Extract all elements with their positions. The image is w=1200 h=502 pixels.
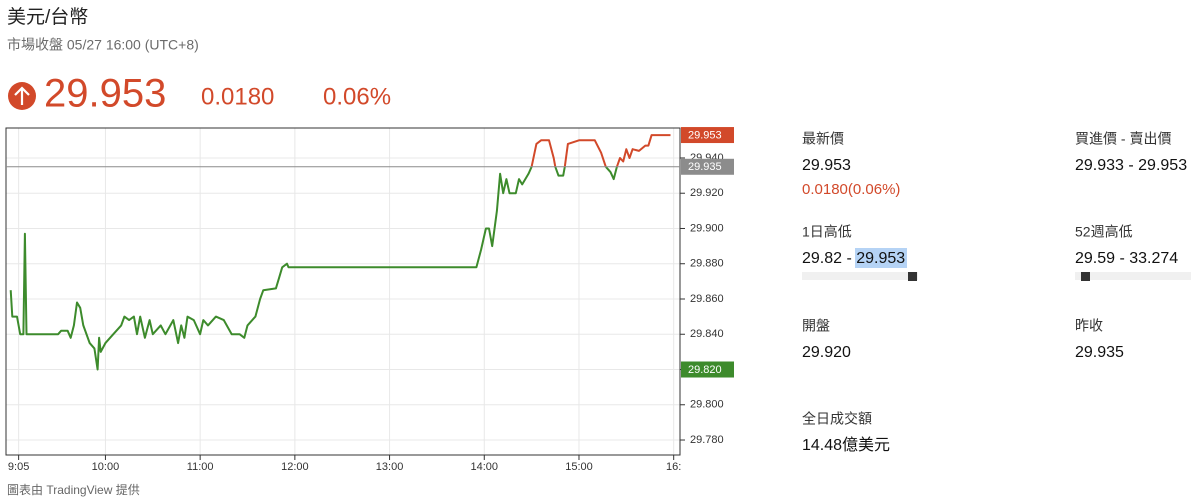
stat-value: 14.48億美元	[802, 436, 890, 454]
up-icon	[8, 82, 36, 110]
y-tick-label: 29.900	[690, 222, 724, 234]
price-tag-label: 29.820	[688, 364, 722, 376]
x-tick-label: 9:05	[8, 461, 29, 473]
stats-panel: 最新價 29.953 0.0180(0.06%) 買進價 - 賣出價 29.93…	[802, 131, 1191, 454]
stat-label: 買進價 - 賣出價	[1075, 131, 1171, 147]
price-tag-label: 29.953	[688, 129, 722, 141]
stat-label: 最新價	[802, 131, 844, 147]
x-tick-label: 10:00	[92, 461, 120, 473]
range-bar	[1075, 272, 1191, 280]
range-bar	[802, 272, 918, 280]
y-tick-label: 29.860	[690, 293, 724, 305]
y-tick-label: 29.920	[690, 187, 724, 199]
price-line	[9, 166, 618, 371]
y-tick-label: 29.780	[690, 434, 724, 446]
stat-change: 0.0180(0.06%)	[802, 181, 900, 198]
price-tag-label: 29.935	[688, 161, 722, 173]
y-tick-label: 29.840	[690, 328, 724, 340]
change: 0.0180	[201, 83, 274, 110]
y-tick-label: 29.880	[690, 258, 724, 270]
price-tag	[681, 361, 734, 378]
price-line	[530, 134, 671, 168]
x-tick-label: 15:00	[565, 461, 593, 473]
range-marker	[908, 272, 917, 281]
stat-value: 29.920	[802, 344, 851, 361]
x-tick-label: 16:	[666, 461, 681, 473]
stat-label: 1日高低	[802, 224, 852, 240]
y-tick-label: 29.800	[690, 399, 724, 411]
plot-frame	[5, 127, 681, 456]
footer: 圖表由 TradingView 提供	[7, 482, 140, 497]
price-tag	[681, 127, 734, 144]
price: 29.953	[44, 72, 166, 116]
range-marker	[1081, 272, 1090, 281]
stat-label: 全日成交額	[802, 411, 872, 427]
change-pct: 0.06%	[323, 83, 391, 110]
stat-value: 29.59 - 33.274	[1075, 250, 1178, 267]
title: 美元/台幣	[7, 6, 88, 28]
stat-value: 29.82 - 29.953	[802, 250, 905, 267]
x-tick-label: 14:00	[471, 461, 499, 473]
chart: 29.780 29.800 29.820 29.840 29.860 29.880 29.9…	[5, 127, 734, 473]
stat-value: 29.935	[1075, 344, 1124, 361]
subtitle: 市場收盤 05/27 16:00 (UTC+8)	[7, 37, 199, 53]
stat-label: 開盤	[802, 318, 830, 334]
text-selection	[855, 248, 907, 268]
stat-value: 29.933 - 29.953	[1075, 157, 1187, 174]
stat-label: 52週高低	[1075, 224, 1133, 240]
x-tick-label: 13:00	[376, 461, 404, 473]
x-tick-label: 12:00	[281, 461, 309, 473]
price-tag	[681, 158, 734, 175]
stat-label: 昨收	[1075, 318, 1103, 334]
stat-value: 29.953	[802, 157, 851, 174]
x-tick-label: 11:00	[187, 461, 214, 473]
